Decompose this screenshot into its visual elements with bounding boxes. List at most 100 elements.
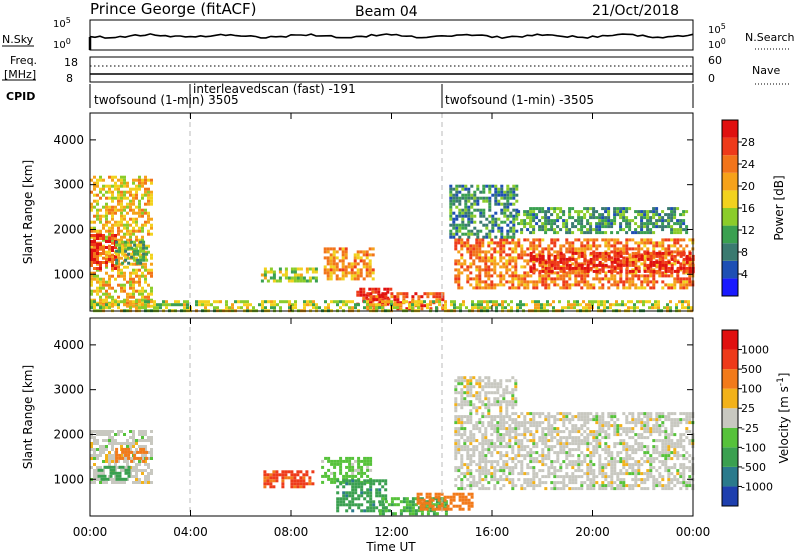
data-cell	[526, 262, 530, 266]
data-cell	[625, 457, 629, 461]
data-cell	[553, 266, 557, 270]
data-cell	[93, 261, 96, 264]
data-cell	[613, 427, 617, 431]
data-cell	[299, 273, 303, 277]
data-cell	[405, 509, 409, 513]
data-cell	[132, 217, 135, 221]
data-cell	[517, 213, 521, 217]
data-cell	[550, 436, 554, 440]
data-cell	[135, 247, 138, 251]
data-cell	[616, 478, 620, 482]
data-cell	[497, 226, 501, 230]
data-cell	[93, 463, 96, 466]
data-cell	[118, 453, 122, 457]
data-cell	[511, 469, 515, 473]
data-cell	[144, 211, 147, 215]
data-cell	[129, 274, 132, 278]
data-cell	[123, 247, 126, 251]
data-cell	[118, 243, 122, 247]
data-cell	[604, 463, 608, 467]
data-cell	[658, 225, 662, 229]
data-cell	[667, 219, 671, 223]
data-cell	[467, 504, 471, 508]
data-cell	[469, 475, 473, 479]
data-cell	[124, 240, 128, 244]
data-cell	[354, 491, 358, 495]
data-cell	[115, 453, 119, 457]
data-cell	[541, 436, 545, 440]
data-cell	[586, 266, 590, 270]
data-cell	[473, 220, 477, 224]
data-cell	[93, 448, 96, 451]
data-cell	[393, 303, 396, 307]
data-cell	[381, 497, 385, 501]
data-cell	[649, 228, 653, 232]
data-cell	[126, 232, 129, 236]
data-cell	[604, 478, 608, 482]
data-cell	[612, 303, 615, 307]
data-cell	[503, 235, 507, 239]
data-cell	[368, 247, 372, 251]
data-cell	[454, 418, 458, 422]
data-cell	[586, 210, 590, 214]
data-cell	[108, 208, 111, 212]
data-cell	[419, 507, 423, 511]
data-cell	[589, 238, 593, 242]
data-cell	[514, 274, 518, 278]
data-cell	[550, 427, 554, 431]
data-cell	[466, 448, 470, 452]
data-cell	[213, 300, 216, 304]
data-cell	[508, 259, 512, 263]
data-cell	[342, 500, 346, 504]
data-cell	[435, 295, 439, 299]
data-cell	[625, 430, 629, 434]
data-cell	[580, 222, 584, 226]
data-cell	[502, 265, 506, 269]
data-cell	[342, 491, 346, 495]
data-cell	[544, 274, 548, 278]
data-cell	[586, 283, 590, 287]
data-cell	[532, 241, 536, 245]
data-cell	[351, 456, 355, 460]
data-cell	[571, 463, 575, 467]
data-cell	[444, 303, 447, 307]
data-cell	[502, 262, 506, 266]
data-cell	[96, 268, 99, 272]
data-cell	[470, 501, 474, 505]
data-cell	[613, 216, 617, 220]
data-cell	[435, 512, 439, 516]
data-cell	[461, 214, 465, 218]
data-cell	[121, 261, 125, 265]
data-cell	[511, 430, 515, 434]
data-cell	[613, 442, 617, 446]
data-cell	[679, 231, 683, 235]
data-cell	[586, 469, 590, 473]
data-cell	[574, 210, 578, 214]
data-cell	[526, 283, 530, 287]
data-cell	[90, 466, 93, 469]
data-cell	[526, 210, 530, 214]
data-cell	[487, 271, 491, 275]
data-cell	[682, 222, 686, 226]
data-cell	[628, 207, 632, 211]
data-cell	[490, 460, 494, 464]
data-cell	[487, 439, 491, 443]
data-cell	[453, 300, 456, 304]
data-cell	[332, 271, 336, 275]
data-cell	[646, 283, 650, 287]
data-cell	[314, 279, 318, 283]
data-cell	[417, 295, 421, 299]
data-cell	[628, 277, 632, 281]
data-cell	[120, 244, 123, 248]
data-cell	[141, 433, 144, 436]
data-cell	[523, 259, 527, 263]
data-cell	[586, 448, 590, 452]
data-cell	[661, 244, 665, 248]
data-cell	[583, 421, 587, 425]
data-cell	[637, 415, 641, 419]
data-cell	[426, 512, 430, 516]
data-cell	[141, 286, 144, 290]
data-cell	[351, 465, 355, 469]
data-cell	[142, 246, 146, 250]
data-cell	[550, 466, 554, 470]
